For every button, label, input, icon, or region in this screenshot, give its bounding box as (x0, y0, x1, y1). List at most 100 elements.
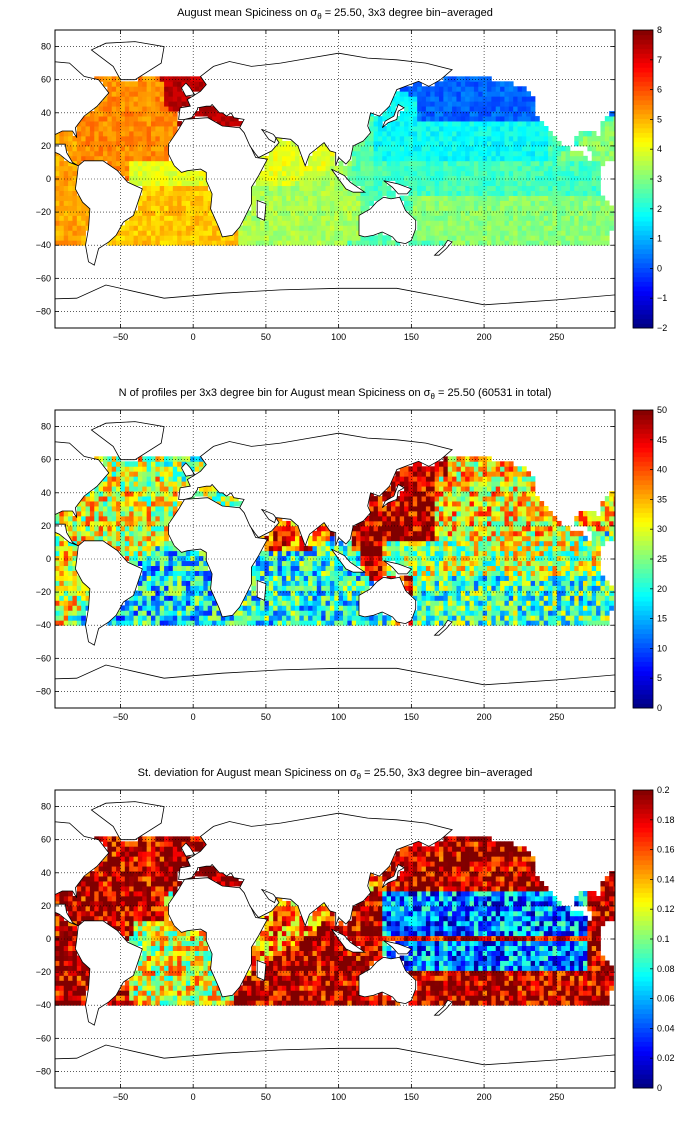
heatmap-cell (369, 180, 374, 187)
heatmap-cell (325, 210, 331, 216)
heatmap-cell (343, 170, 348, 177)
heatmap-cell (430, 160, 436, 167)
heatmap-cell (146, 610, 152, 616)
heatmap-cell (500, 96, 505, 102)
heatmap-cell (72, 615, 78, 621)
heatmap-cell (600, 230, 606, 236)
heatmap-cell (473, 585, 479, 591)
heatmap-cell (68, 565, 73, 571)
heatmap-cell (491, 101, 497, 107)
heatmap-cell (469, 165, 475, 172)
heatmap-cell (491, 155, 497, 162)
heatmap-cell (72, 600, 78, 606)
heatmap-cell (596, 550, 601, 557)
heatmap-cell (530, 170, 536, 177)
heatmap-cell (338, 215, 344, 221)
heatmap-cell (308, 170, 313, 177)
colorbar-segment (633, 318, 653, 324)
heatmap-cell (508, 205, 514, 211)
heatmap-cell (447, 130, 453, 137)
heatmap-cell (151, 560, 156, 567)
heatmap-cell (456, 535, 462, 542)
heatmap-cell (517, 190, 523, 196)
heatmap-cell (55, 180, 60, 187)
heatmap-cell (116, 540, 121, 547)
heatmap-cell (168, 91, 174, 97)
heatmap-cell (312, 150, 318, 157)
heatmap-cell (417, 595, 422, 601)
heatmap-cell (543, 585, 549, 591)
heatmap-cell (491, 165, 497, 172)
heatmap-cell (164, 590, 169, 596)
heatmap-cell (521, 150, 527, 157)
heatmap-cell (295, 555, 300, 562)
heatmap-cell (404, 555, 409, 562)
heatmap-cell (325, 580, 331, 586)
heatmap-cell (303, 555, 309, 562)
heatmap-cell (177, 81, 182, 87)
heatmap-cell (439, 590, 444, 596)
heatmap-cell (190, 86, 196, 92)
heatmap-cell (482, 235, 488, 241)
heatmap-cell (89, 155, 95, 162)
heatmap-cell (203, 235, 209, 241)
heatmap-cell (556, 235, 562, 241)
heatmap-cell (478, 235, 484, 241)
heatmap-cell (412, 580, 418, 586)
heatmap-cell (273, 535, 278, 542)
heatmap-cell (185, 76, 191, 82)
heatmap-cell (404, 111, 409, 117)
heatmap-cell (500, 200, 505, 206)
heatmap-cell (596, 540, 601, 547)
heatmap-cell (129, 81, 134, 87)
heatmap-cell (521, 230, 527, 236)
heatmap-cell (539, 165, 545, 172)
heatmap-cell (68, 200, 73, 206)
heatmap-cell (68, 595, 73, 601)
heatmap-cell (81, 126, 86, 132)
heatmap-cell (530, 126, 536, 132)
heatmap-cell (535, 235, 540, 241)
heatmap-cell (421, 180, 427, 187)
y-tick-label: −80 (36, 306, 51, 316)
heatmap-cell (321, 195, 326, 201)
heatmap-cell (177, 121, 182, 127)
heatmap-cell (172, 185, 178, 191)
heatmap-cell (530, 135, 536, 142)
heatmap-cell (290, 230, 296, 236)
heatmap-cell (286, 170, 292, 177)
heatmap-cell (268, 590, 274, 596)
heatmap-cell (55, 535, 60, 542)
heatmap-cell (207, 615, 213, 621)
heatmap-cell (137, 126, 143, 132)
heatmap-cell (609, 135, 614, 142)
heatmap-cell (242, 235, 248, 241)
heatmap-cell (408, 240, 414, 246)
heatmap-cell (137, 605, 143, 611)
heatmap-cell (521, 210, 527, 216)
heatmap-cell (504, 160, 510, 167)
heatmap-cell (561, 180, 566, 187)
heatmap-cell (168, 126, 174, 132)
heatmap-cell (412, 595, 418, 601)
heatmap-cell (487, 140, 492, 147)
heatmap-cell (290, 190, 296, 196)
heatmap-cell (146, 165, 152, 172)
heatmap-cell (487, 76, 492, 82)
heatmap-cell (129, 91, 134, 97)
heatmap-cell (347, 600, 353, 606)
heatmap-cell (120, 165, 126, 172)
heatmap-cell (164, 580, 169, 586)
heatmap-cell (185, 565, 191, 571)
heatmap-cell (543, 150, 549, 157)
heatmap-cell (303, 210, 309, 216)
heatmap-cell (456, 240, 462, 246)
heatmap-cell (478, 565, 484, 571)
heatmap-cell (487, 170, 492, 177)
y-tick-label: 80 (41, 42, 51, 52)
heatmap-cell (487, 240, 492, 246)
heatmap-cell (482, 185, 488, 191)
heatmap-cell (482, 560, 488, 567)
heatmap-cell (404, 580, 409, 586)
heatmap-cell (543, 160, 549, 167)
